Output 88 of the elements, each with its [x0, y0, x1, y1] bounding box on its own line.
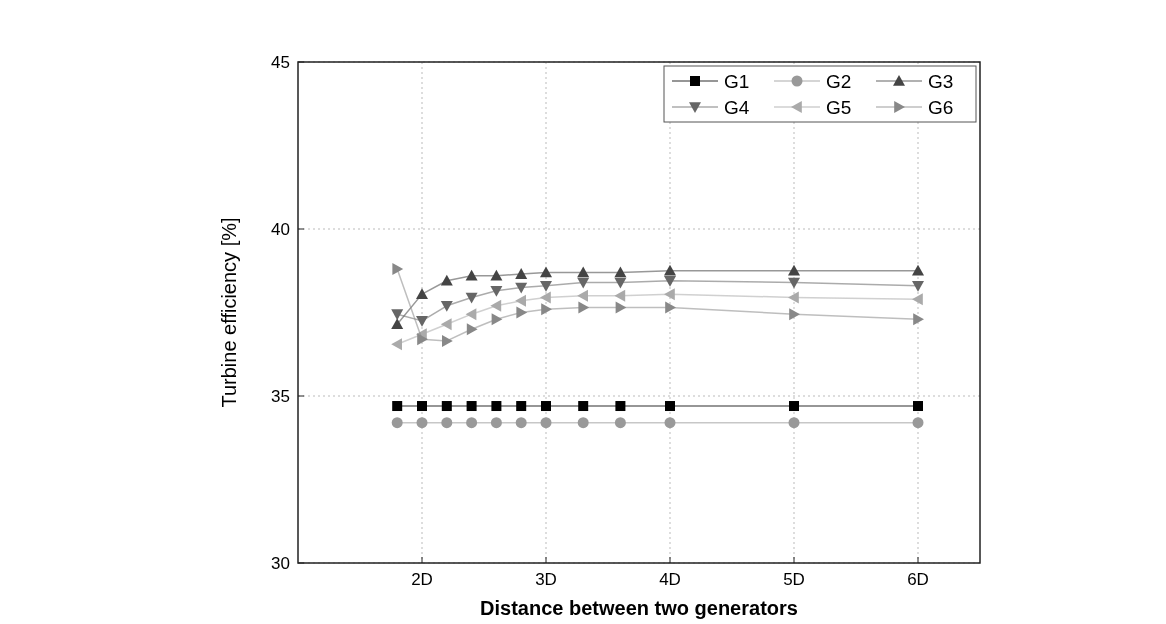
point	[788, 277, 800, 289]
point	[541, 401, 551, 412]
point	[391, 338, 402, 351]
point	[664, 417, 676, 429]
y-tick-label: 45	[271, 53, 290, 72]
point	[515, 282, 528, 294]
legend-label: G3	[928, 71, 954, 92]
point	[416, 288, 428, 299]
legend-label: G4	[724, 97, 750, 118]
legend-label: G1	[724, 71, 750, 92]
x-axis-title: Distance between two generators	[480, 597, 798, 619]
point	[540, 266, 552, 278]
point	[392, 401, 403, 412]
point	[788, 291, 799, 304]
x-tick-label: 5D	[783, 570, 805, 589]
point	[466, 323, 478, 336]
point	[466, 401, 477, 412]
point	[416, 417, 428, 429]
point	[788, 417, 800, 429]
point	[416, 316, 428, 327]
point	[789, 401, 799, 412]
legend-label: G6	[928, 97, 954, 118]
y-tick-label: 35	[271, 387, 290, 406]
x-tick-label: 2D	[411, 570, 433, 589]
point	[490, 417, 502, 429]
legend-label: G2	[826, 71, 852, 92]
point	[391, 417, 403, 429]
point	[490, 269, 503, 281]
point	[665, 401, 675, 412]
x-tick-label: 6D	[907, 570, 929, 589]
point	[664, 275, 676, 287]
x-tick-label: 3D	[535, 570, 557, 589]
point	[788, 264, 800, 276]
point	[614, 417, 626, 429]
point	[912, 280, 924, 292]
point	[614, 289, 626, 302]
point	[466, 417, 478, 429]
point	[578, 301, 590, 314]
point	[912, 293, 923, 306]
point	[417, 333, 428, 346]
point	[615, 301, 627, 314]
point	[540, 417, 552, 429]
point	[465, 308, 477, 321]
y-axis-title: Turbine efficiency [%]	[218, 217, 240, 408]
point	[417, 401, 427, 412]
point	[491, 401, 502, 412]
point	[912, 417, 924, 429]
point	[577, 277, 590, 289]
point	[490, 299, 502, 312]
point	[577, 289, 588, 302]
point	[391, 309, 404, 321]
point	[515, 417, 527, 429]
point	[577, 417, 589, 429]
point	[614, 277, 627, 289]
point	[465, 292, 478, 304]
point	[391, 318, 404, 329]
point	[913, 313, 924, 326]
point	[516, 306, 528, 319]
point	[541, 303, 552, 316]
point	[578, 401, 589, 412]
point	[540, 291, 551, 304]
point	[577, 266, 590, 278]
y-tick-label: 30	[271, 554, 290, 573]
point	[441, 417, 453, 429]
point	[615, 401, 626, 412]
point	[515, 294, 526, 307]
point	[789, 308, 800, 321]
legend-label: G5	[826, 97, 852, 118]
point	[442, 334, 453, 347]
point	[540, 280, 552, 292]
point	[664, 288, 675, 301]
point	[490, 285, 503, 297]
point	[440, 318, 452, 331]
y-tick-label: 40	[271, 220, 290, 239]
point	[665, 301, 676, 314]
point	[465, 269, 478, 281]
point	[912, 264, 924, 276]
point	[515, 268, 528, 279]
point	[664, 264, 676, 276]
point	[392, 263, 404, 276]
point	[441, 401, 452, 412]
point	[440, 274, 453, 286]
point	[491, 313, 503, 326]
point	[913, 401, 923, 412]
point	[516, 401, 527, 412]
point	[614, 266, 627, 278]
x-tick-label: 4D	[659, 570, 681, 589]
point	[440, 301, 453, 312]
